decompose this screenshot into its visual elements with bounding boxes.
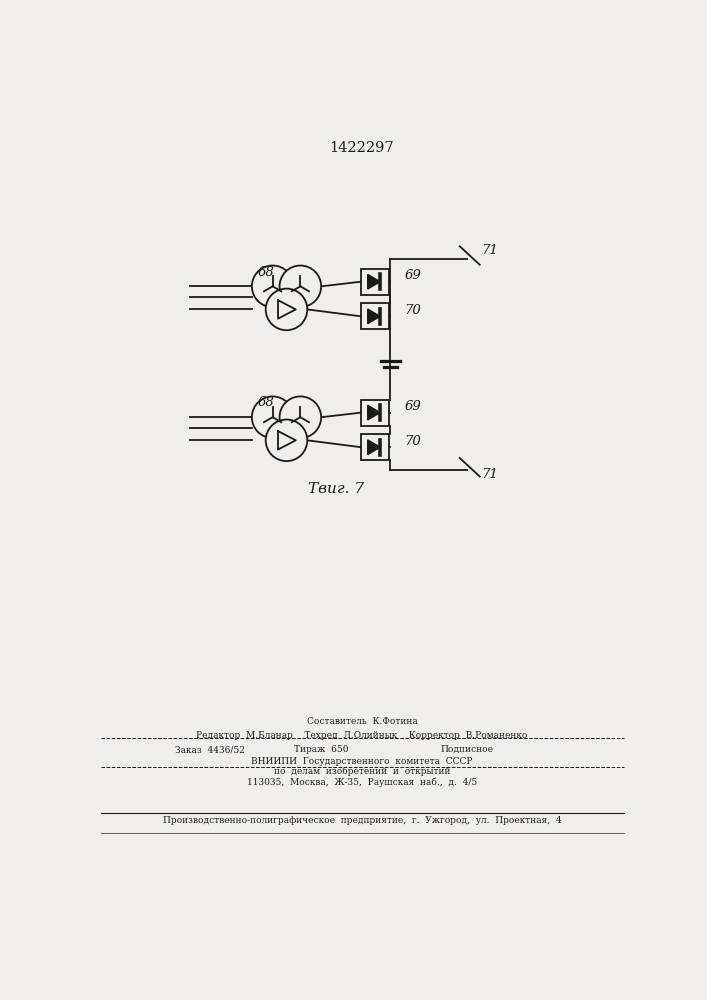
Circle shape: [252, 266, 293, 307]
Text: 71: 71: [481, 468, 498, 481]
Circle shape: [252, 396, 293, 438]
Text: Тираж  650: Тираж 650: [294, 745, 349, 754]
Text: 70: 70: [404, 435, 421, 448]
Bar: [361, 434, 389, 460]
Polygon shape: [368, 309, 380, 324]
Text: 69: 69: [404, 269, 421, 282]
Text: 68: 68: [258, 266, 275, 279]
Polygon shape: [368, 405, 380, 420]
Text: Составитель  К.Фотина: Составитель К.Фотина: [307, 717, 417, 726]
Polygon shape: [368, 274, 380, 289]
Circle shape: [279, 396, 321, 438]
Text: 71: 71: [481, 244, 498, 257]
Circle shape: [266, 289, 308, 330]
Text: 69: 69: [404, 400, 421, 413]
Text: по  делам  изобретений  и  открытий: по делам изобретений и открытий: [274, 767, 450, 776]
Text: Заказ  4436/52: Заказ 4436/52: [175, 745, 245, 754]
Circle shape: [266, 420, 308, 461]
Text: Производственно-полиграфическое  предприятие,  г.  Ужгород,  ул.  Проектная,  4: Производственно-полиграфическое предприя…: [163, 816, 561, 825]
Text: Редактор  М.Бланар    Техред  Л.Олийнык    Корректор  В.Романенко: Редактор М.Бланар Техред Л.Олийнык Корре…: [197, 731, 527, 740]
Bar: [361, 269, 389, 295]
Text: 113035,  Москва,  Ж-35,  Раушская  наб.,  д.  4/5: 113035, Москва, Ж-35, Раушская наб., д. …: [247, 777, 477, 787]
Text: Подписное: Подписное: [441, 745, 494, 754]
Polygon shape: [368, 440, 380, 455]
Text: ВНИИПИ  Государственного  комитета  СССР: ВНИИПИ Государственного комитета СССР: [251, 757, 473, 766]
Text: Τвиг. 7: Τвиг. 7: [308, 482, 365, 496]
Text: 1422297: 1422297: [329, 141, 395, 155]
Text: 68: 68: [258, 396, 275, 409]
Bar: [361, 400, 389, 426]
Bar: [361, 303, 389, 329]
Circle shape: [279, 266, 321, 307]
Text: 70: 70: [404, 304, 421, 317]
